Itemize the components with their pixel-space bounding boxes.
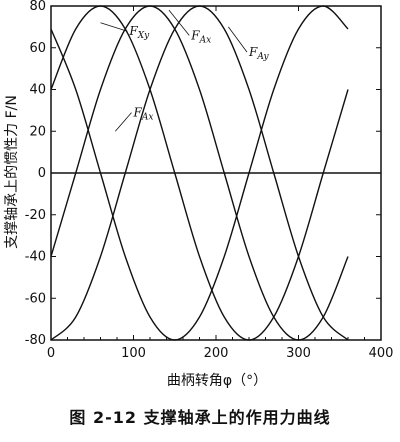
y-tick-label: -80 bbox=[25, 333, 46, 348]
series-label-leader bbox=[100, 22, 128, 32]
series-labels: FAx FXy FAx FAy bbox=[100, 9, 269, 132]
figure-caption: 图 2-12 支撑轴承上的作用力曲线 bbox=[69, 408, 331, 427]
y-tick-label: 20 bbox=[29, 124, 46, 139]
y-tick-label: 60 bbox=[29, 41, 46, 56]
y-tick-label: 40 bbox=[29, 83, 46, 98]
x-tick-label: 300 bbox=[286, 346, 311, 361]
x-tick-label: 200 bbox=[204, 346, 229, 361]
x-axis-ticks: 0 100 200 300 400 bbox=[47, 6, 394, 361]
y-tick-label: 80 bbox=[29, 0, 46, 14]
x-tick-label: 100 bbox=[121, 346, 146, 361]
y-tick-label: -20 bbox=[25, 208, 46, 223]
series-line-1 bbox=[50, 5, 349, 341]
y-tick-label: -60 bbox=[25, 291, 46, 306]
x-tick-label: 0 bbox=[47, 346, 55, 361]
x-tick-label: 400 bbox=[369, 346, 394, 361]
series-label-leader bbox=[228, 26, 248, 53]
series-label-2: FXy bbox=[128, 24, 150, 41]
y-tick-label: 0 bbox=[38, 166, 46, 181]
series-line-3 bbox=[50, 5, 349, 341]
series-line-2 bbox=[50, 5, 349, 341]
x-axis-label: 曲柄转角φ（°） bbox=[167, 373, 267, 389]
y-axis-label: 支撑轴承上的惯性力 F/N bbox=[3, 95, 20, 249]
series-label-4: FAy bbox=[248, 45, 269, 62]
series-label-1: FAx bbox=[133, 106, 154, 123]
series-label-leader bbox=[115, 112, 132, 132]
series-label-3: FAx bbox=[190, 28, 211, 45]
y-axis-ticks: -80 -60 -40 -20 0 20 40 60 80 bbox=[25, 0, 381, 348]
series-label-leader bbox=[168, 9, 190, 36]
y-tick-label: -40 bbox=[25, 250, 46, 265]
